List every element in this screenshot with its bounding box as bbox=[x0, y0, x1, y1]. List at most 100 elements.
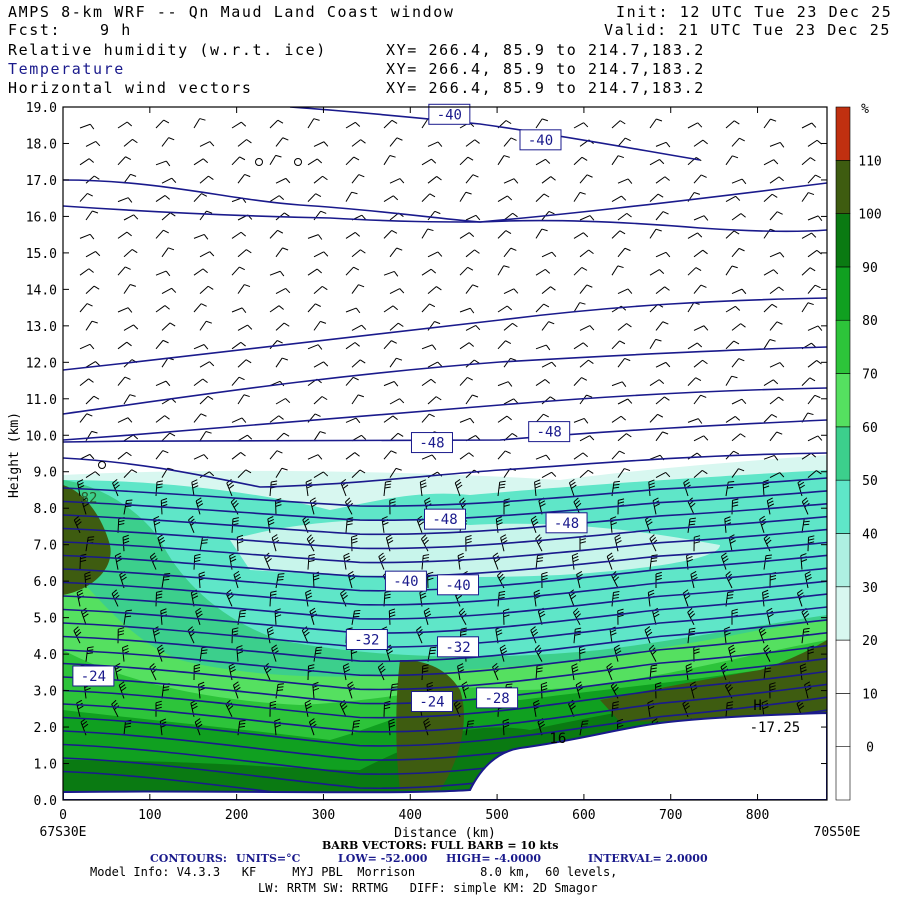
wind-barb bbox=[763, 193, 778, 202]
wind-barb bbox=[687, 267, 702, 276]
wind-barb bbox=[530, 515, 539, 533]
wind-barb bbox=[763, 534, 772, 552]
contour-label-text: -48 bbox=[419, 436, 444, 452]
wind-barb bbox=[156, 644, 165, 662]
wind-barb bbox=[573, 627, 582, 644]
wind-barb bbox=[731, 323, 746, 331]
wind-barb bbox=[193, 553, 201, 570]
wind-barb bbox=[117, 341, 132, 350]
contour-label-text: -24 bbox=[419, 695, 444, 711]
wind-barb bbox=[161, 432, 176, 442]
wind-barb bbox=[123, 173, 137, 184]
annotations: 82 H -17.25 16 bbox=[81, 490, 801, 747]
wind-barb bbox=[687, 342, 703, 350]
wind-barb bbox=[269, 119, 284, 129]
colorbar-swatch bbox=[835, 319, 851, 374]
wind-barb bbox=[459, 232, 475, 239]
field-rh-name: Relative humidity (w.r.t. ice) bbox=[8, 41, 327, 59]
wind-barb bbox=[421, 193, 436, 202]
temperature-contour bbox=[63, 670, 827, 719]
wind-barb bbox=[231, 266, 245, 276]
wind-barb bbox=[275, 287, 291, 295]
wind-barb bbox=[123, 214, 139, 221]
wind-barb bbox=[769, 252, 785, 258]
wind-barb bbox=[725, 375, 738, 386]
wind-barb bbox=[79, 233, 95, 240]
wind-barb bbox=[579, 215, 595, 221]
temperature-contour bbox=[63, 580, 827, 620]
wind-barb bbox=[535, 344, 551, 351]
temperature-contour bbox=[63, 593, 827, 634]
wind-barb bbox=[155, 270, 171, 277]
wind-barb bbox=[799, 663, 807, 681]
wind-barb bbox=[383, 305, 399, 313]
y-tick-label: 11.0 bbox=[26, 393, 57, 408]
temperature-contour bbox=[63, 503, 827, 536]
wind-barb bbox=[573, 232, 589, 239]
wind-barb bbox=[763, 379, 779, 387]
wind-barb bbox=[725, 591, 734, 607]
wind-barb bbox=[304, 699, 312, 717]
wind-barb bbox=[351, 720, 360, 736]
wind-barb bbox=[801, 157, 816, 166]
wind-barb bbox=[731, 468, 745, 478]
wind-barb bbox=[769, 472, 785, 479]
wind-barb bbox=[383, 119, 398, 129]
wind-barb bbox=[313, 646, 323, 662]
contour-labels: -40 -40 -48 -48 -48 -48 -40 -40 -32 -32 -24 -24 -28 bbox=[72, 103, 588, 713]
x-axis: 0 100 200 300 400 500 600 700 800 bbox=[59, 107, 769, 823]
wind-barb bbox=[389, 322, 404, 331]
wind-barb bbox=[275, 357, 289, 368]
y-tick-label: 12.0 bbox=[26, 356, 57, 371]
wind-barb bbox=[503, 247, 517, 258]
wind-barb bbox=[655, 211, 669, 221]
contour-label-text: -40 bbox=[393, 574, 418, 590]
wind-barb bbox=[655, 431, 669, 442]
wind-barb bbox=[655, 571, 662, 588]
wind-barb bbox=[351, 534, 358, 552]
field-temp-xy: XY= 266.4, 85.9 to 214.7,183.2 bbox=[386, 60, 705, 78]
wind-barb bbox=[649, 159, 665, 166]
valid-time: Valid: 21 UTC Tue 23 Dec 25 bbox=[604, 21, 892, 39]
wind-barb bbox=[307, 268, 323, 276]
wind-barb bbox=[351, 359, 366, 368]
wind-barb bbox=[571, 663, 579, 681]
wind-barb bbox=[465, 249, 480, 258]
wind-barb bbox=[576, 571, 584, 589]
wind-barb bbox=[427, 396, 442, 405]
wind-barb bbox=[572, 607, 581, 626]
wind-barb bbox=[269, 340, 283, 350]
wind-barb bbox=[649, 338, 662, 350]
y-tick-label: 4.0 bbox=[34, 648, 57, 663]
wind-barb bbox=[807, 215, 823, 221]
wind-barb bbox=[193, 454, 209, 460]
wind-barb bbox=[579, 394, 593, 405]
colorbar-swatch bbox=[835, 160, 851, 214]
wind-barb bbox=[758, 626, 767, 644]
temperature-contours bbox=[63, 107, 827, 800]
wind-barb bbox=[687, 377, 702, 386]
wind-barb bbox=[155, 119, 170, 129]
wind-barb bbox=[763, 159, 779, 166]
barb-note: BARB VECTORS: FULL BARB = 10 kts bbox=[322, 839, 559, 852]
wind-barb bbox=[269, 450, 283, 460]
wind-barb bbox=[731, 398, 747, 405]
wind-barb bbox=[427, 176, 442, 184]
wind-barb bbox=[682, 589, 691, 607]
wind-barb bbox=[112, 478, 120, 497]
wind-barb bbox=[269, 415, 284, 423]
contour-label-box bbox=[72, 665, 115, 687]
wind-barb bbox=[237, 394, 250, 405]
wind-barb bbox=[801, 302, 814, 313]
wind-barb bbox=[573, 302, 586, 313]
wind-barb bbox=[383, 154, 396, 166]
x-tick-label: 500 bbox=[485, 808, 508, 823]
wind-barb bbox=[427, 251, 443, 258]
wind-barb bbox=[193, 344, 209, 350]
wind-barb bbox=[275, 177, 291, 184]
y-tick-label: 5.0 bbox=[34, 612, 57, 627]
wind-barb bbox=[313, 431, 326, 442]
wind-barb bbox=[237, 284, 251, 294]
wind-barb bbox=[345, 452, 360, 460]
